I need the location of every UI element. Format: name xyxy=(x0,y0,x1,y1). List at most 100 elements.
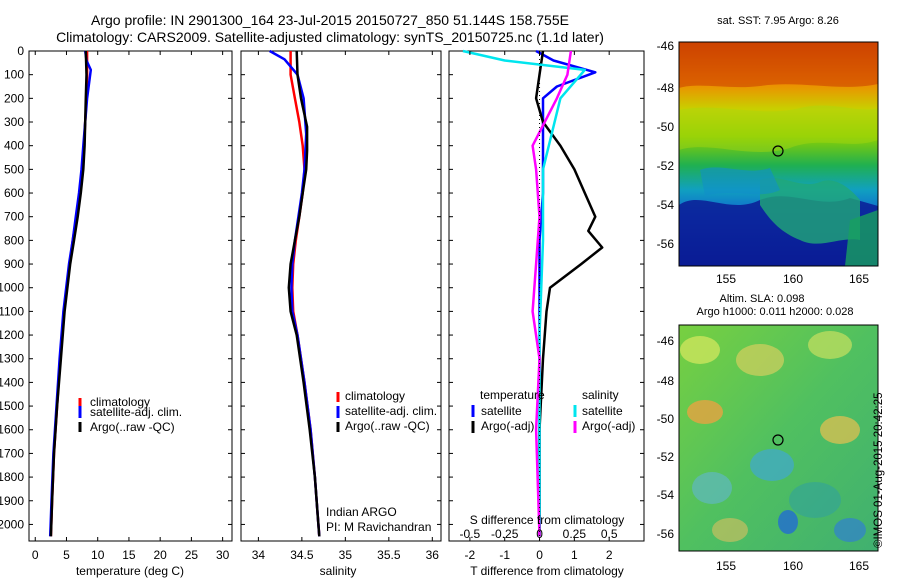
t-difference-axis-label: T difference from climatology xyxy=(470,564,624,578)
sla-map-yticks: -46 -48 -50 -52 -54 -56 xyxy=(657,334,675,541)
depth-tick-label: 700 xyxy=(4,210,24,224)
map-xtick: 165 xyxy=(849,272,869,286)
x-axes: 0 5 10 15 20 25 30 34 34.5 35 35.5 36 -2 -1 0 1 2 -0.5 -0.… xyxy=(32,51,618,562)
x-tick-label: 10 xyxy=(91,548,105,562)
legend-label-satellite: satellite-adj. clim. xyxy=(90,405,182,419)
map-xtick: 155 xyxy=(716,272,736,286)
salinity-axis-label: salinity xyxy=(320,564,357,578)
legend-title-salinity: salinity xyxy=(582,388,619,402)
map-ytick: -50 xyxy=(657,120,675,134)
difference-panel-frame xyxy=(448,50,645,542)
map-ytick: -48 xyxy=(657,81,675,95)
x-tick-label: -2 xyxy=(465,548,476,562)
map-ytick: -56 xyxy=(657,527,675,541)
x-tick-label: 20 xyxy=(153,548,167,562)
depth-tick-label: 600 xyxy=(4,186,24,200)
sla-map-title-line1: Altim. SLA: 0.098 xyxy=(720,293,805,305)
series-line-climatology xyxy=(49,51,89,537)
sla-map: Altim. SLA: 0.098 Argo h1000: 0.011 h200… xyxy=(657,293,879,573)
x-tick2-label: -0.25 xyxy=(491,527,519,541)
sst-map-xticks: 155 160 165 xyxy=(716,272,869,286)
x-tick-label: 35 xyxy=(339,548,353,562)
depth-tick-label: 1000 xyxy=(0,281,24,295)
legend-label-s-argo: Argo(-adj) xyxy=(582,419,635,433)
x-tick-label: 15 xyxy=(122,548,136,562)
x-tick-label: 1 xyxy=(571,548,578,562)
map-ytick: -46 xyxy=(657,334,675,348)
legend-label-t-satellite: satellite xyxy=(481,404,522,418)
map-ytick: -52 xyxy=(657,159,675,173)
legend-label-argo: Argo(..raw -QC) xyxy=(90,420,175,434)
depth-tick-label: 1600 xyxy=(0,423,24,437)
temperature-panel-frame xyxy=(28,50,233,542)
salinity-panel-frame xyxy=(240,50,442,542)
sla-map-xticks: 155 160 165 xyxy=(716,559,869,573)
legend-label-satellite: satellite-adj. clim. xyxy=(345,404,437,418)
plot-title-line2: Climatology: CARS2009. Satellite-adjuste… xyxy=(56,29,604,45)
argo-location-marker xyxy=(772,145,784,157)
depth-tick-label: 2000 xyxy=(0,517,24,531)
depth-tick-label: 900 xyxy=(4,257,24,271)
sst-map-frame xyxy=(678,41,879,267)
x-tick2-label: 0.25 xyxy=(563,527,587,541)
map-ytick: -54 xyxy=(657,488,675,502)
sst-map-yticks: -46 -48 -50 -52 -54 -56 xyxy=(657,39,675,251)
series-line-s-argo-adj- xyxy=(531,50,573,537)
argo-location-marker xyxy=(772,434,784,446)
salinity-annotation-line2: PI: M Ravichandran xyxy=(326,520,431,534)
depth-tick-label: 1400 xyxy=(0,375,24,389)
x-tick-label: 25 xyxy=(185,548,199,562)
legend-label-t-argo: Argo(-adj) xyxy=(481,419,534,433)
depth-tick-label: 0 xyxy=(17,44,24,58)
salinity-legend: climatology satellite-adj. clim. Argo(..… xyxy=(326,389,437,534)
series-line-t-argo-adj- xyxy=(534,50,604,537)
x-tick2-label: 0.5 xyxy=(601,527,618,541)
map-ytick: -48 xyxy=(657,374,675,388)
series-line-s-satellite xyxy=(462,49,587,537)
map-ytick: -54 xyxy=(657,198,675,212)
depth-tick-label: 1100 xyxy=(0,304,24,318)
depth-tick-label: 100 xyxy=(4,68,24,82)
depth-tick-label: 1200 xyxy=(0,328,24,342)
series-line-argo-raw-qc- xyxy=(49,50,88,537)
temperature-legend: climatology satellite-adj. clim. Argo(..… xyxy=(78,395,182,434)
legend-label-s-satellite: satellite xyxy=(582,404,623,418)
plot-title-line1: Argo profile: IN 2901300_164 23-Jul-2015… xyxy=(91,12,569,28)
s-difference-axis-label: S difference from climatology xyxy=(470,513,625,527)
depth-tick-label: 1500 xyxy=(0,399,24,413)
sla-map-frame xyxy=(678,324,879,552)
depth-axis: 0 100 200 300 400 500 600 700 800 900 1000 1100 1200… xyxy=(0,44,644,531)
x-tick-label: 0 xyxy=(536,548,543,562)
x-tick-label: 34.5 xyxy=(290,548,314,562)
map-ytick: -56 xyxy=(657,237,675,251)
depth-tick-label: 400 xyxy=(4,139,24,153)
x-tick-label: 34 xyxy=(252,548,266,562)
profile-series xyxy=(48,49,604,537)
sst-map-title: sat. SST: 7.95 Argo: 8.26 xyxy=(717,15,839,27)
imos-timestamp: ©IMOS 01-Aug-2015 20:42:25 xyxy=(873,392,885,548)
depth-tick-label: 800 xyxy=(4,233,24,247)
x-tick-label: -1 xyxy=(499,548,510,562)
x-tick-label: 30 xyxy=(216,548,230,562)
legend-label-argo: Argo(..raw -QC) xyxy=(345,419,430,433)
salinity-annotation-line1: Indian ARGO xyxy=(326,505,397,519)
sla-map-title-line2: Argo h1000: 0.011 h2000: 0.028 xyxy=(697,306,854,318)
x-tick2-label: 0 xyxy=(536,527,543,541)
depth-tick-label: 1300 xyxy=(0,352,24,366)
depth-tick-label: 500 xyxy=(4,162,24,176)
map-xtick: 160 xyxy=(783,272,803,286)
series-line-argo-raw-qc- xyxy=(287,50,321,537)
legend-label-climatology: climatology xyxy=(345,389,405,403)
legend-title-temperature: temperature xyxy=(480,388,545,402)
sst-map: sat. SST: 7.95 Argo: 8.26 -46 -48 -50 -5… xyxy=(657,15,879,286)
temperature-axis-label: temperature (deg C) xyxy=(76,564,184,578)
x-tick-label: 35.5 xyxy=(377,548,401,562)
depth-tick-label: 200 xyxy=(4,91,24,105)
map-ytick: -46 xyxy=(657,39,675,53)
depth-tick-label: 1800 xyxy=(0,470,24,484)
map-ytick: -50 xyxy=(657,412,675,426)
series-line-satellite-adj-clim- xyxy=(269,49,321,537)
depth-tick-label: 1700 xyxy=(0,446,24,460)
x-tick-label: 36 xyxy=(426,548,440,562)
